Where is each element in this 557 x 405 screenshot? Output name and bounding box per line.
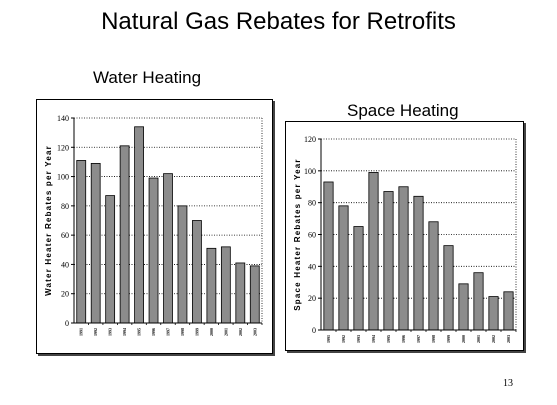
water-heating-bar-2002 <box>235 262 246 324</box>
water-heating-x-tick-label-1999: 1999 <box>194 328 199 336</box>
space-heating-y-tick-label: 40 <box>308 262 316 271</box>
water-heating-bar-1995 <box>134 126 144 324</box>
space-heating-y-tick-label: 80 <box>308 199 316 208</box>
space-heating-x-tick-label-2002: 2002 <box>491 335 496 343</box>
water-heating-x-tick-label-2003: 2003 <box>252 328 257 336</box>
water-heating-bar-2001 <box>220 246 231 324</box>
space-heating-bar-2001 <box>473 272 484 331</box>
water-heating-x-tick-label-1992: 1992 <box>93 328 98 336</box>
space-heating-y-tick-label: 60 <box>308 231 316 240</box>
space-heating-chart-title: Space Heating <box>347 101 459 120</box>
space-heating-x-tick-label-1996: 1996 <box>401 335 406 343</box>
water-heating-chart-title: Water Heating <box>93 68 202 87</box>
water-heating-y-tick-label: 80 <box>61 202 69 211</box>
space-heating-chart: 0 20 40 60 80 100 120 1991 1992 1993 1994 1995 1996 1… <box>293 135 517 343</box>
space-heating-x-tick-label-1998: 1998 <box>431 335 436 343</box>
space-heating-bar-1992 <box>338 205 349 331</box>
slide-title: Natural Gas Rebates for Retrofits <box>101 8 456 35</box>
space-heating-y-tick-label: 120 <box>304 135 316 144</box>
water-heating-y-tick-label: 120 <box>57 143 69 152</box>
space-heating-bar-1995 <box>383 191 394 331</box>
water-heating-y-tick-label: 0 <box>65 319 69 328</box>
water-heating-bar-1994 <box>119 145 130 324</box>
space-heating-y-tick-label: 100 <box>304 167 316 176</box>
water-heating-x-tick-label-1996: 1996 <box>151 328 156 336</box>
space-heating-x-tick-label-1995: 1995 <box>386 335 391 343</box>
water-heating-x-tick-label-2002: 2002 <box>238 328 243 336</box>
space-heating-x-tick-label-1992: 1992 <box>341 335 346 343</box>
water-heating-chart-panel: 0 20 40 60 80 100 120 140 1991 1992 1993 1994 1995 19… <box>36 99 273 354</box>
water-heating-y-tick-label: 60 <box>61 231 69 240</box>
space-heating-bar-1996 <box>398 186 409 331</box>
space-heating-bar-2000 <box>458 283 469 331</box>
water-heating-bar-1997 <box>163 173 173 324</box>
space-heating-bar-1991 <box>323 181 334 331</box>
space-heating-y-tick-label: 0 <box>312 326 316 335</box>
water-heating-bar-2000 <box>206 247 217 324</box>
water-heating-y-tick-label: 100 <box>57 173 69 182</box>
water-heating-bar-1992 <box>90 162 101 324</box>
water-heating-bar-2003 <box>249 265 260 324</box>
water-heating-y-axis-label: Water Heater Rebates per Year <box>44 145 53 296</box>
space-heating-bar-1994 <box>368 172 379 331</box>
space-heating-bar-2003 <box>503 291 514 331</box>
space-heating-bar-1997 <box>413 195 424 331</box>
water-heating-y-tick-label: 140 <box>57 114 69 123</box>
water-heating-bar-1998 <box>177 205 188 324</box>
space-heating-x-tick-label-2000: 2000 <box>461 335 466 343</box>
water-heating-x-tick-label-1993: 1993 <box>108 328 113 336</box>
water-heating-x-tick-label-1998: 1998 <box>180 328 185 336</box>
water-heating-x-tick-label-2000: 2000 <box>209 328 214 336</box>
water-heating-x-tick-label-1994: 1994 <box>122 328 127 336</box>
space-heating-x-tick-label-1993: 1993 <box>356 335 361 343</box>
space-heating-bar-1998 <box>428 221 439 331</box>
space-heating-y-axis-label: Space Heater Rebates per Year <box>293 158 302 311</box>
space-heating-x-tick-label-1997: 1997 <box>416 335 421 343</box>
water-heating-x-tick-label-1997: 1997 <box>166 328 171 336</box>
space-heating-x-tick-label-1991: 1991 <box>326 335 331 343</box>
water-heating-bar-1996 <box>148 177 159 324</box>
space-heating-x-tick-label-2003: 2003 <box>506 335 511 343</box>
water-heating-x-tick-label-2001: 2001 <box>223 328 228 336</box>
water-heating-bar-1991 <box>76 160 87 324</box>
space-heating-chart-panel: 0 20 40 60 80 100 120 1991 1992 1993 1994 1995 1996 1… <box>285 121 524 351</box>
water-heating-x-tick-label-1995: 1995 <box>137 328 142 336</box>
water-heating-bar-1999 <box>192 220 202 324</box>
space-heating-x-tick-label-2001: 2001 <box>476 335 481 343</box>
water-heating-chart: 0 20 40 60 80 100 120 140 1991 1992 1993 1994 1995 19… <box>44 114 263 336</box>
space-heating-bar-1999 <box>443 245 454 331</box>
space-heating-y-tick-label: 20 <box>308 294 316 303</box>
space-heating-x-tick-label-1999: 1999 <box>446 335 451 343</box>
water-heating-y-tick-label: 40 <box>61 260 69 269</box>
water-heating-bar-1993 <box>105 195 116 324</box>
water-heating-y-tick-label: 20 <box>61 290 69 299</box>
space-heating-bar-2002 <box>488 296 499 331</box>
space-heating-x-tick-label-1994: 1994 <box>371 335 376 343</box>
page-number: 13 <box>503 378 513 389</box>
space-heating-bar-1993 <box>353 226 364 331</box>
water-heating-x-tick-label-1991: 1991 <box>79 328 84 336</box>
